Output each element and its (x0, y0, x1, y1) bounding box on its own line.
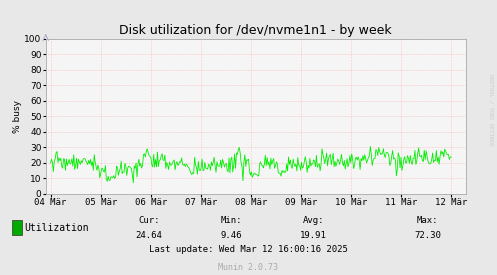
Text: Last update: Wed Mar 12 16:00:16 2025: Last update: Wed Mar 12 16:00:16 2025 (149, 245, 348, 254)
Text: 24.64: 24.64 (136, 231, 163, 240)
Y-axis label: % busy: % busy (12, 100, 21, 133)
Text: Munin 2.0.73: Munin 2.0.73 (219, 263, 278, 271)
Text: RRDTOOL / TOBI OETIKER: RRDTOOL / TOBI OETIKER (489, 74, 494, 146)
Text: Avg:: Avg: (302, 216, 324, 225)
Text: Min:: Min: (220, 216, 242, 225)
Text: 9.46: 9.46 (220, 231, 242, 240)
Text: Max:: Max: (416, 216, 438, 225)
Title: Disk utilization for /dev/nvme1n1 - by week: Disk utilization for /dev/nvme1n1 - by w… (119, 24, 392, 37)
Text: Utilization: Utilization (24, 223, 89, 233)
Text: Cur:: Cur: (138, 216, 160, 225)
Text: 72.30: 72.30 (414, 231, 441, 240)
Text: 19.91: 19.91 (300, 231, 327, 240)
